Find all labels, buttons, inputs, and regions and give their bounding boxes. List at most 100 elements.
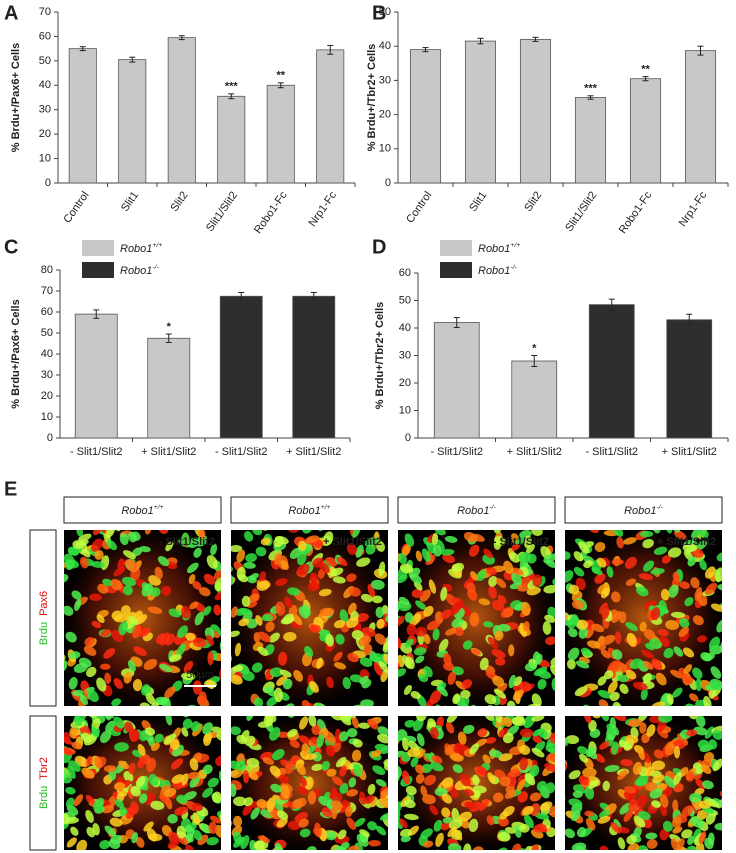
cell (192, 581, 202, 590)
cell (414, 764, 425, 774)
cell (508, 644, 515, 657)
cell (705, 811, 716, 825)
cell (488, 585, 497, 599)
cell (670, 611, 686, 618)
cell (259, 571, 267, 583)
cell (130, 786, 141, 797)
x-tick-label: Robo1-Fc (252, 189, 290, 236)
cell (93, 797, 105, 811)
cell (398, 615, 405, 628)
cell (99, 663, 111, 670)
cell (673, 772, 682, 785)
cell (524, 814, 534, 829)
cell (94, 755, 103, 769)
cell (494, 716, 503, 723)
cell (202, 722, 213, 735)
cell (181, 727, 189, 737)
cell (91, 726, 100, 738)
cell (637, 746, 645, 760)
cell (126, 559, 138, 573)
cell (575, 577, 586, 591)
cell (111, 698, 122, 706)
cell (416, 733, 425, 747)
cell (333, 846, 347, 850)
cell (567, 658, 576, 670)
cell (346, 573, 357, 582)
cell (277, 651, 288, 666)
cell (347, 845, 360, 850)
cell (159, 794, 172, 806)
cell (99, 730, 112, 744)
cell (436, 539, 445, 552)
cell (650, 607, 661, 621)
cell (508, 705, 518, 706)
cell (413, 647, 427, 656)
cell (135, 614, 148, 625)
cell (725, 746, 736, 763)
cell (375, 779, 387, 787)
cell (721, 797, 722, 807)
cell (404, 612, 414, 623)
cell (651, 530, 661, 534)
cell (567, 647, 580, 661)
cell (207, 777, 219, 788)
cell (450, 603, 462, 616)
cell (262, 757, 275, 765)
cell (66, 837, 77, 848)
bar (574, 97, 607, 184)
cell (602, 780, 610, 792)
bar (433, 322, 480, 439)
cell (127, 660, 136, 672)
cell (287, 530, 300, 533)
cell (730, 775, 736, 788)
cell (576, 619, 589, 630)
cell (309, 624, 321, 633)
y-tick-label: 40 (399, 322, 411, 334)
cell (273, 799, 284, 812)
x-tick-label: + Slit1/Slit2 (662, 446, 717, 458)
cell (402, 544, 411, 556)
cell (84, 637, 95, 647)
cell (722, 604, 735, 618)
cell (355, 544, 364, 558)
cell (104, 825, 116, 837)
cell (331, 776, 344, 786)
panel-label: A (4, 2, 18, 24)
cell (176, 825, 187, 839)
y-axis-label: % Brdu+/Pax6+ Cells (10, 299, 22, 408)
cell (422, 840, 434, 848)
cell (348, 587, 361, 597)
cell (611, 591, 621, 603)
cell (625, 578, 637, 586)
cell (639, 722, 647, 734)
cell (276, 675, 288, 686)
cell (641, 649, 654, 659)
cell (636, 794, 648, 809)
cell (404, 719, 416, 728)
cell (422, 794, 436, 805)
cell (64, 773, 73, 784)
cell (244, 735, 256, 747)
cell (189, 601, 199, 610)
panel-label: E (4, 478, 17, 500)
cell (330, 792, 343, 803)
cell (623, 537, 637, 545)
cell (231, 545, 243, 553)
cell (518, 552, 532, 563)
cell (510, 567, 524, 576)
y-tick-label: 40 (39, 79, 51, 91)
cell (266, 797, 276, 812)
cell (607, 680, 618, 694)
cell (78, 693, 89, 706)
cell (663, 648, 674, 659)
cell (699, 559, 707, 571)
x-tick-label: Slit1/Slit2 (204, 190, 240, 234)
cell (661, 555, 672, 564)
cell (583, 716, 592, 724)
cell (299, 776, 308, 787)
cell (64, 659, 68, 673)
cell (531, 693, 542, 706)
column-header: Robo1-/- (624, 504, 664, 517)
cell (181, 672, 196, 681)
cell (274, 842, 284, 850)
